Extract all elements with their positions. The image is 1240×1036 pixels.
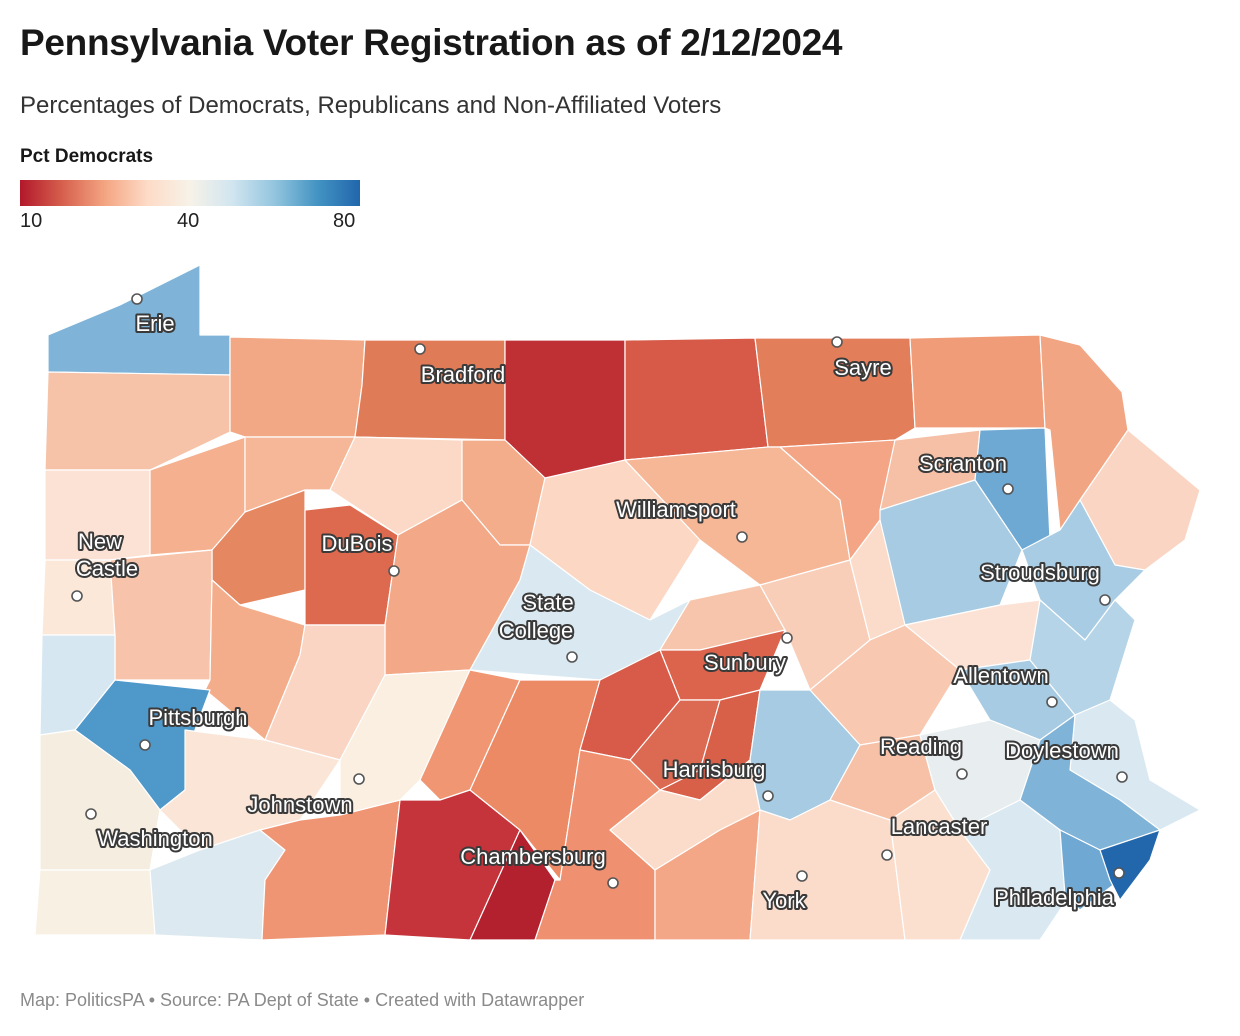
legend-title: Pct Democrats: [20, 146, 154, 167]
city-dot-lancaster: [881, 849, 893, 861]
city-dot-reading: [956, 768, 968, 780]
city-dot-sunbury: [781, 632, 793, 644]
city-dot-allentown: [1046, 696, 1058, 708]
county-tioga[interactable]: [624, 337, 769, 461]
legend-max-label: 80: [333, 210, 356, 232]
city-dot-erie: [131, 293, 143, 305]
city-label-philadelphia: Philadelphia: [994, 885, 1115, 910]
city-label-state-college-line1: State: [522, 590, 573, 615]
county-mckean[interactable]: [354, 339, 506, 441]
city-label-chambersburg: Chambersburg: [460, 844, 606, 869]
city-label-dubois: DuBois: [322, 531, 393, 556]
county-chester[interactable]: [959, 799, 1081, 941]
county-greene[interactable]: [34, 869, 156, 936]
city-dot-york: [796, 870, 808, 882]
city-label-johnstown: Johnstown: [247, 792, 352, 817]
map-subtitle: Percentages of Democrats, Republicans an…: [20, 92, 722, 119]
city-dot-state-college: [566, 651, 578, 663]
city-dot-washington: [85, 808, 97, 820]
map-title: Pennsylvania Voter Registration as of 2/…: [20, 22, 843, 63]
city-dot-harrisburg: [762, 790, 774, 802]
city-dot-johnstown: [353, 773, 365, 785]
city-label-bradford: Bradford: [421, 362, 505, 387]
city-label-sayre: Sayre: [834, 355, 891, 380]
city-label-scranton: Scranton: [919, 451, 1007, 476]
city-dot-pittsburgh: [139, 739, 151, 751]
legend-mid-label: 40: [177, 210, 200, 232]
map-footer: Map: PoliticsPA • Source: PA Dept of Sta…: [20, 990, 585, 1010]
city-dot-new-castle: [71, 590, 83, 602]
city-dot-bradford: [414, 343, 426, 355]
county-crawford[interactable]: [44, 371, 231, 471]
county-delaware[interactable]: [1059, 829, 1121, 911]
city-label-reading: Reading: [880, 734, 962, 759]
city-label-washington: Washington: [97, 826, 212, 851]
city-label-new-castle-line2: Castle: [76, 556, 138, 581]
city-dot-dubois: [388, 565, 400, 577]
city-label-stroudsburg: Stroudsburg: [980, 560, 1100, 585]
city-label-pittsburgh: Pittsburgh: [148, 705, 247, 730]
city-label-state-college-line2: College: [499, 618, 574, 643]
county-philadelphia[interactable]: [1099, 829, 1161, 901]
legend-color-scale: [20, 180, 360, 206]
city-dot-chambersburg: [607, 877, 619, 889]
city-label-doylestown: Doylestown: [1005, 738, 1119, 763]
city-label-sunbury: Sunbury: [704, 650, 786, 675]
city-dot-doylestown: [1116, 771, 1128, 783]
city-dot-sayre: [831, 336, 843, 348]
city-dot-stroudsburg: [1099, 594, 1111, 606]
city-markers: Erie Bradford Sayre Scranton Williamsport DuB…: [71, 293, 1128, 915]
city-dot-philadelphia: [1113, 867, 1125, 879]
city-label-new-castle-line1: New: [78, 529, 122, 554]
county-york[interactable]: [749, 799, 906, 941]
legend-min-label: 10: [20, 210, 43, 232]
pennsylvania-county-map: Erie Bradford Sayre Scranton Williamsport DuB…: [34, 264, 1201, 941]
city-dot-scranton: [1002, 483, 1014, 495]
city-label-york: York: [762, 888, 806, 913]
city-label-harrisburg: Harrisburg: [663, 757, 766, 782]
county-northampton[interactable]: [1029, 599, 1136, 716]
city-label-erie: Erie: [135, 311, 174, 336]
city-label-lancaster: Lancaster: [891, 814, 988, 839]
city-dot-williamsport: [736, 531, 748, 543]
county-susquehanna[interactable]: [909, 334, 1046, 429]
city-label-williamsport: Williamsport: [616, 497, 736, 522]
city-label-allentown: Allentown: [953, 663, 1048, 688]
county-warren[interactable]: [229, 336, 366, 438]
county-forest[interactable]: [244, 436, 356, 513]
